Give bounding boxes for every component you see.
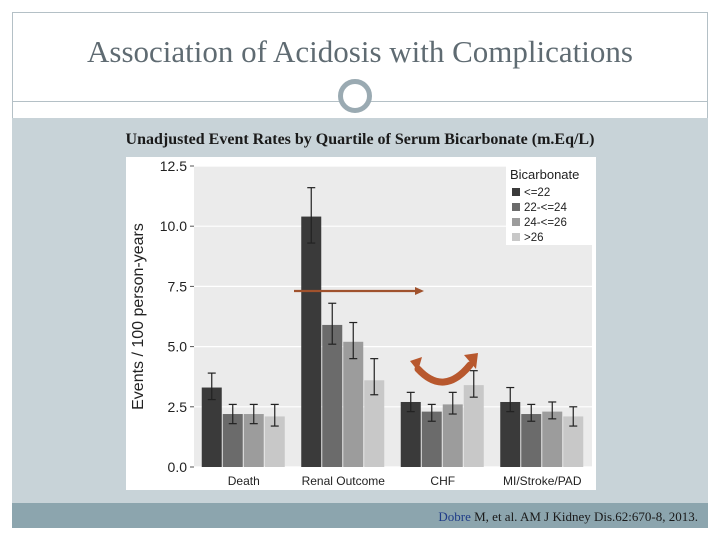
y-tick-label: 0.0 — [168, 459, 188, 475]
curved-arrow-body — [414, 361, 474, 386]
straight-arrow-head — [415, 287, 424, 295]
bar — [521, 414, 542, 467]
bar — [243, 414, 264, 467]
bar — [542, 411, 563, 467]
bar — [400, 401, 421, 467]
legend-label: <=22 — [524, 187, 550, 199]
bar — [563, 416, 584, 467]
legend-swatch — [512, 188, 520, 196]
y-tick-label: 10.0 — [160, 218, 187, 234]
citation: Dobre M, et al. AM J Kidney Dis.62:670-8… — [438, 509, 698, 525]
x-tick-label: CHF — [430, 474, 455, 488]
y-tick-label: 5.0 — [168, 339, 188, 355]
chart-panel: 0.0 2.5 5.0 7.5 10.0 12.5 Events / 100 person-… — [126, 157, 596, 490]
legend-title: Bicarbonate — [510, 167, 579, 182]
footer-bar — [12, 503, 708, 528]
x-tick-label: Renal Outcome — [302, 474, 386, 488]
curved-arrow-head-right — [464, 353, 478, 369]
citation-author: Dobre — [438, 509, 471, 524]
y-tick-label: 7.5 — [168, 278, 188, 294]
curved-arrow-head-left — [410, 357, 422, 371]
legend-swatch — [512, 233, 520, 241]
bar — [500, 401, 521, 467]
slide-title: Association of Acidosis with Complicatio… — [87, 34, 633, 69]
citation-text: M, et al. AM J Kidney Dis.62:670-8, 2013… — [470, 509, 698, 524]
divider-circle-ornament — [338, 79, 372, 113]
bar — [222, 414, 243, 467]
bar-chart: 0.0 2.5 5.0 7.5 10.0 12.5 Events / 100 person-… — [130, 158, 592, 488]
legend-label: 22-<=24 — [524, 202, 567, 214]
bar — [463, 385, 484, 467]
bar — [201, 387, 222, 467]
y-tick-label: 2.5 — [168, 399, 188, 415]
bar — [364, 380, 385, 467]
bar — [264, 416, 285, 467]
legend-label: 24-<=26 — [524, 217, 567, 229]
legend-box — [506, 165, 592, 245]
chart-subtitle: Unadjusted Event Rates by Quartile of Se… — [125, 131, 595, 148]
y-axis-label: Events / 100 person-years — [130, 223, 147, 410]
bar — [322, 324, 343, 467]
x-tick-label: MI/Stroke/PAD — [503, 474, 582, 488]
bar — [301, 216, 322, 467]
x-tick-label: Death — [228, 474, 260, 488]
legend-swatch — [512, 203, 520, 211]
bar — [343, 341, 364, 467]
bar — [442, 404, 463, 467]
bar — [421, 411, 442, 467]
legend-swatch — [512, 218, 520, 226]
y-tick-label: 12.5 — [160, 158, 187, 174]
legend-label: >26 — [524, 232, 544, 244]
